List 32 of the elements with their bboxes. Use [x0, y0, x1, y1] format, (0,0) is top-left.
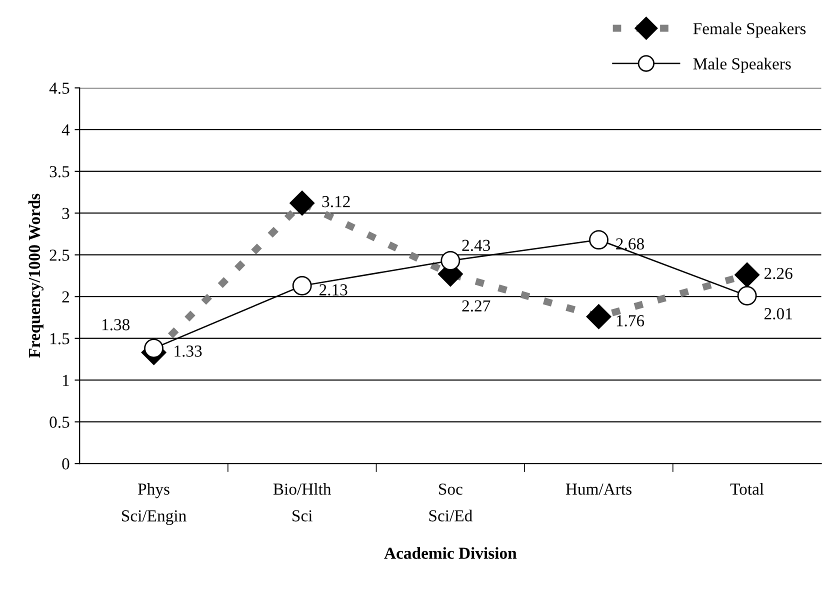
data-label: 1.76 — [616, 315, 644, 326]
point — [440, 250, 460, 270]
y-tick-label: 3 — [62, 208, 70, 220]
x-tick-label: Bio/Hlth Sci — [273, 483, 332, 522]
x-tick-label: Soc Sci/Ed — [429, 484, 472, 522]
data-label: 2.13 — [319, 284, 348, 296]
y-tick-label: 4.5 — [49, 82, 70, 94]
legend-label: Female Speakers — [693, 22, 806, 38]
data-label: 1.38 — [102, 319, 130, 330]
y-axis-title: Frequency/1000 Words — [28, 194, 44, 358]
y-tick-label: 0.5 — [50, 416, 70, 428]
x-tick-label: Phys Sci/Engin — [122, 483, 186, 525]
point — [144, 338, 164, 358]
data-label: 3.12 — [322, 196, 350, 208]
y-tick-label: 1 — [63, 374, 69, 386]
point — [737, 286, 757, 306]
data-label: 2.68 — [616, 238, 644, 250]
legend-label: Male Speakers — [693, 58, 791, 73]
data-label: 2.27 — [462, 300, 490, 312]
y-tick-label: 1.5 — [50, 333, 70, 344]
x-tick-label: Total — [730, 483, 764, 495]
y-tick-label: 0 — [62, 458, 70, 470]
data-label: 1.33 — [174, 346, 202, 357]
x-axis-title: Academic Division — [384, 547, 517, 559]
data-label: 2.01 — [764, 308, 792, 320]
data-label: 2.43 — [462, 240, 490, 252]
y-tick-label: 2.5 — [50, 250, 70, 261]
y-tick-label: 3.5 — [50, 166, 70, 178]
y-tick-label: 4 — [62, 124, 70, 136]
y-tick-label: 2 — [62, 291, 69, 302]
x-tick-label: Hum/Arts — [566, 484, 632, 495]
data-label: 2.26 — [764, 268, 792, 280]
